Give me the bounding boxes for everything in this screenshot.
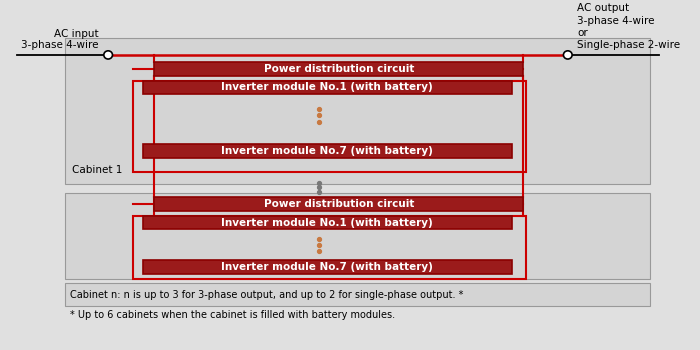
Bar: [143, 145, 512, 158]
Bar: [64, 283, 650, 306]
Bar: [155, 62, 524, 76]
Bar: [143, 260, 512, 274]
Bar: [155, 197, 524, 211]
Text: Power distribution circuit: Power distribution circuit: [264, 64, 414, 74]
Circle shape: [564, 51, 572, 59]
Circle shape: [104, 51, 113, 59]
Text: Inverter module No.7 (with battery): Inverter module No.7 (with battery): [221, 146, 433, 156]
Text: Cabinet 1: Cabinet 1: [72, 164, 122, 175]
Bar: [64, 37, 650, 184]
Text: Inverter module No.1 (with battery): Inverter module No.1 (with battery): [221, 218, 433, 228]
Bar: [143, 80, 512, 94]
Text: AC input
3-phase 4-wire: AC input 3-phase 4-wire: [21, 29, 99, 50]
Text: * Up to 6 cabinets when the cabinet is filled with battery modules.: * Up to 6 cabinets when the cabinet is f…: [71, 310, 395, 320]
Text: Inverter module No.7 (with battery): Inverter module No.7 (with battery): [221, 262, 433, 272]
Text: Inverter module No.1 (with battery): Inverter module No.1 (with battery): [221, 82, 433, 92]
Text: Power distribution circuit: Power distribution circuit: [264, 199, 414, 209]
Bar: [143, 216, 512, 229]
Bar: [64, 193, 650, 279]
Text: AC output
3-phase 4-wire
or
Single-phase 2-wire: AC output 3-phase 4-wire or Single-phase…: [578, 3, 680, 50]
Bar: [133, 80, 526, 172]
Text: Cabinet n: n is up to 3 for 3-phase output, and up to 2 for single-phase output.: Cabinet n: n is up to 3 for 3-phase outp…: [71, 290, 464, 300]
Bar: [133, 216, 526, 279]
